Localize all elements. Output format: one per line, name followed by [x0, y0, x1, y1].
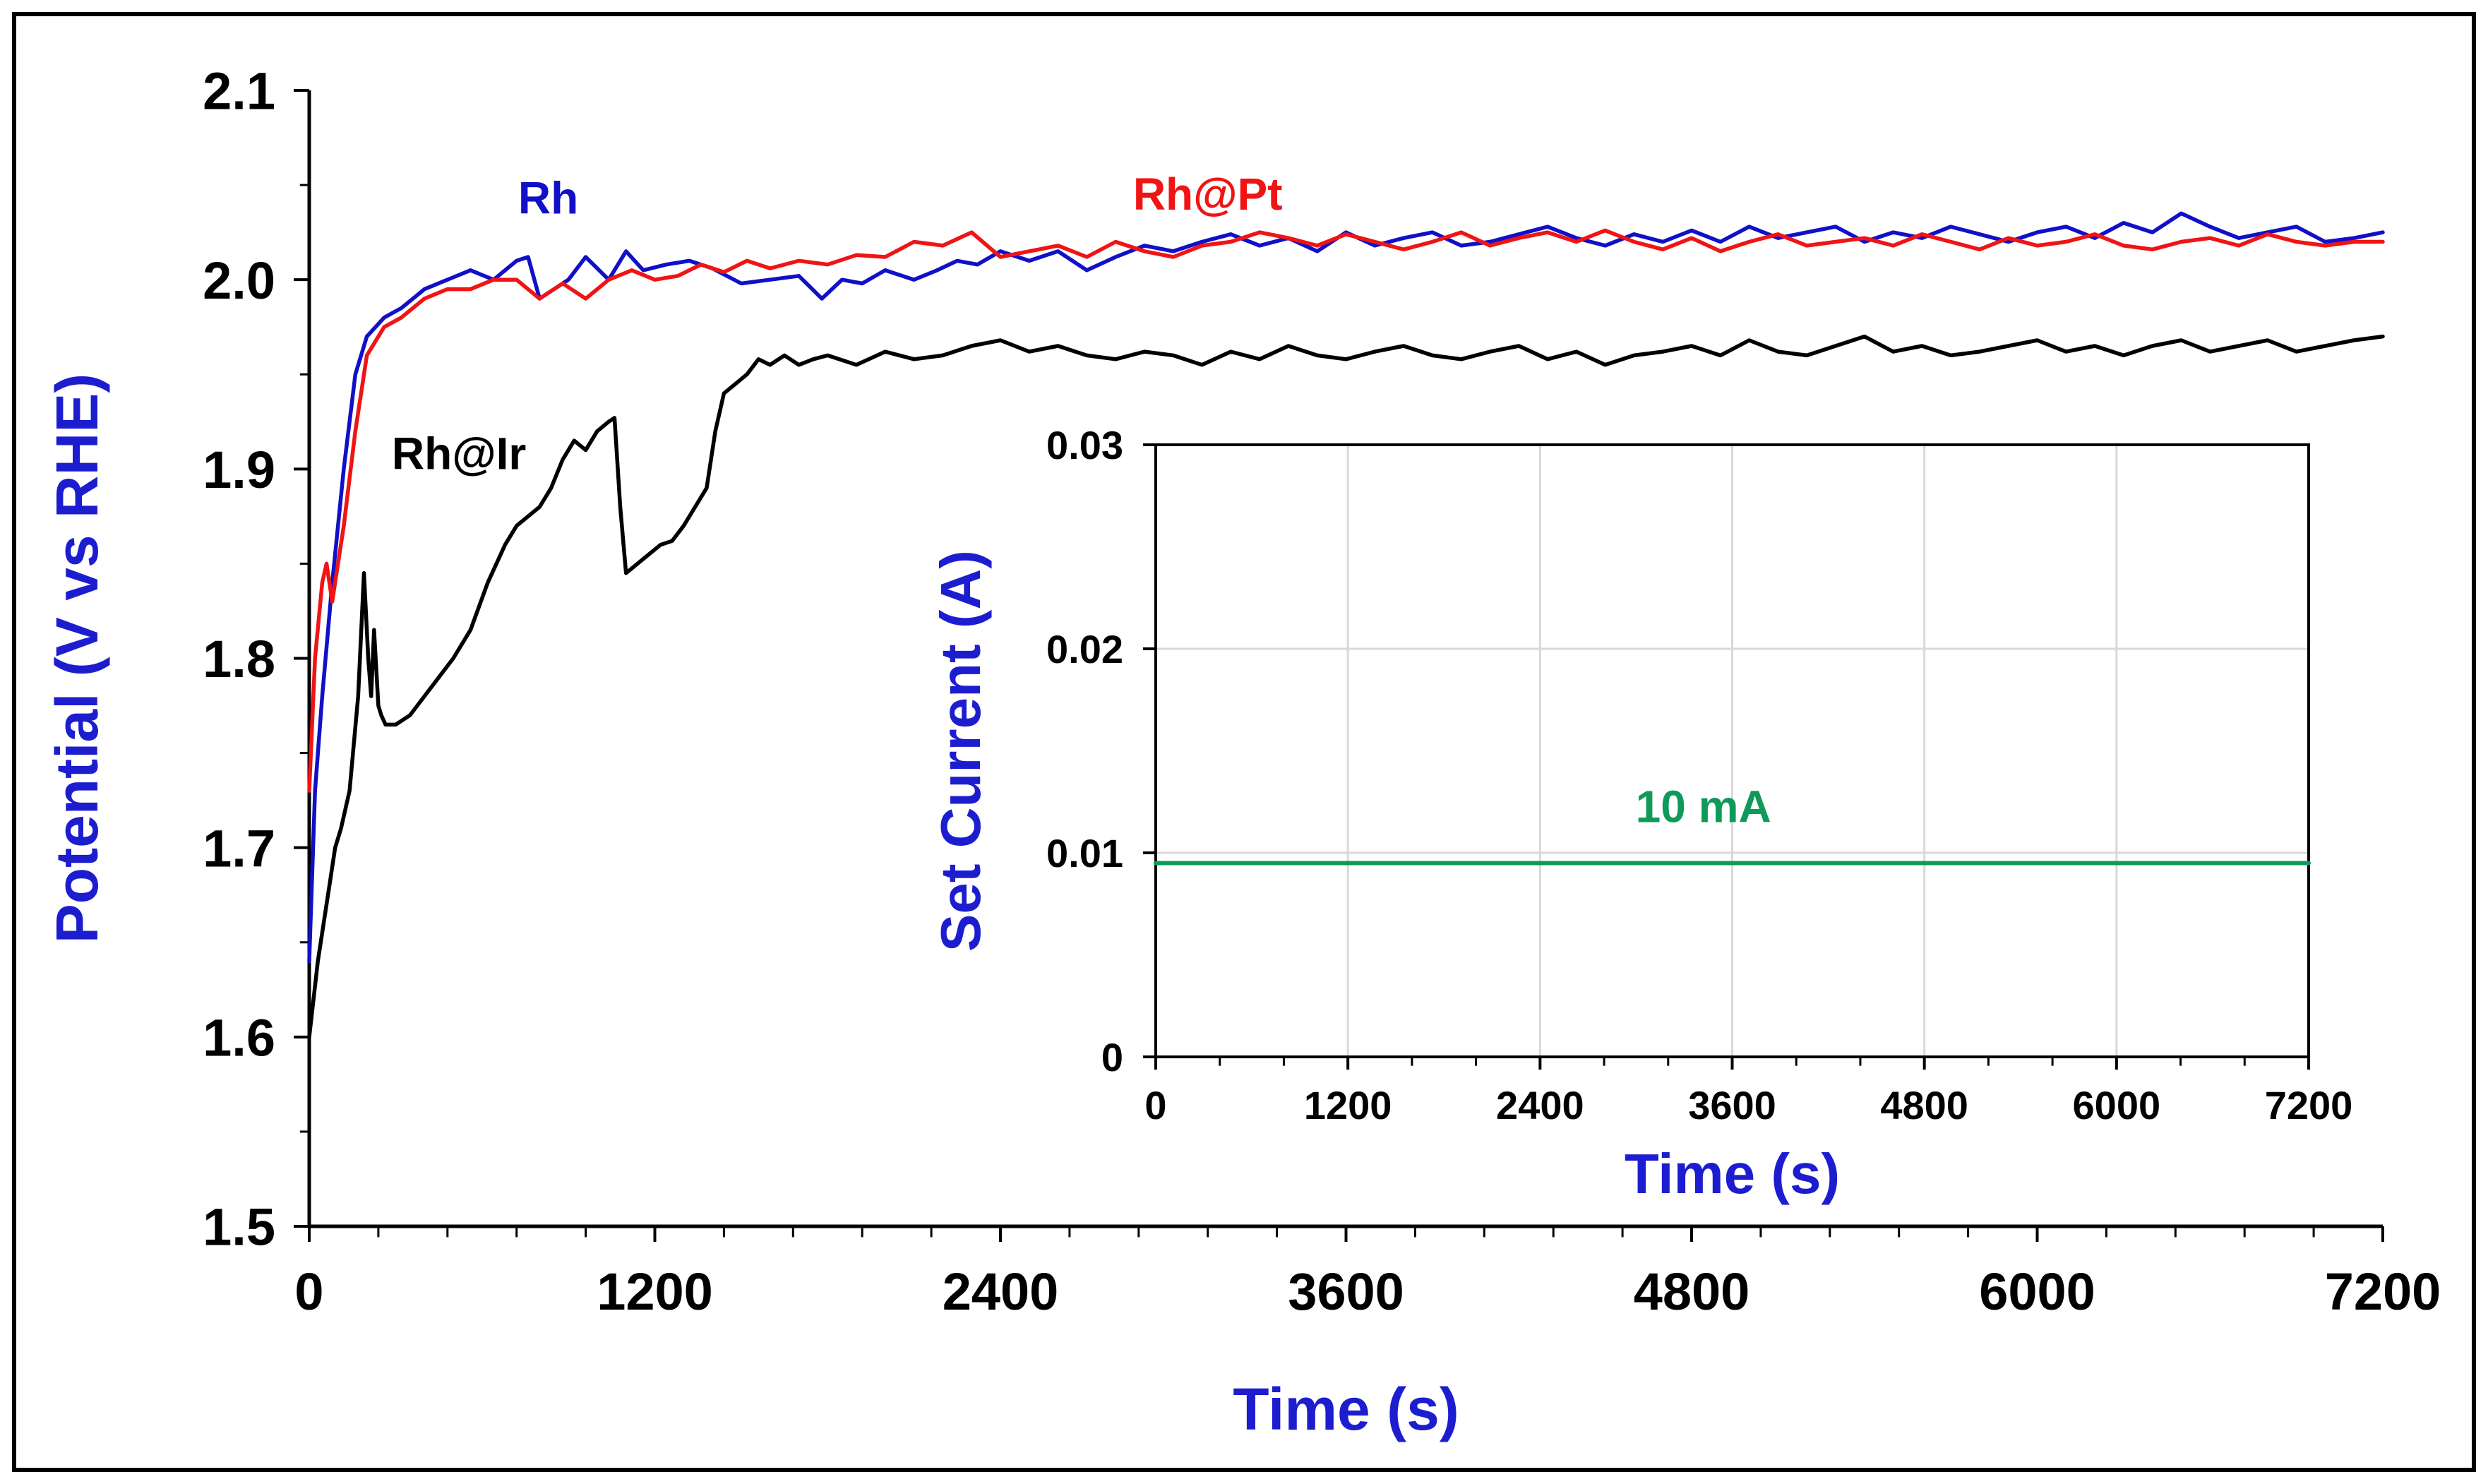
x-tick-label: 3600: [1288, 1262, 1404, 1321]
inset-chart: 0 0.01 0.02 0.03 0 1200 2400 3600 4800 6000 7200 Ti…: [929, 423, 2352, 1205]
y-tick-label: 1.9: [203, 441, 275, 499]
x-axis-title: Time (s): [1625, 1142, 1840, 1205]
y-tick-label: 1.7: [203, 819, 275, 878]
y-tick-label: 0: [1101, 1035, 1123, 1079]
x-tick-label: 7200: [2265, 1083, 2353, 1127]
x-tick-label: 7200: [2325, 1262, 2441, 1321]
main-chart: 1.5 1.6 1.7 1.8 1.9 2.0 2.1 0 1200 2400 3600 4800 60…: [44, 62, 2441, 1442]
y-tick-label: 2.1: [203, 62, 275, 121]
series-label: Rh@Pt: [1133, 169, 1283, 220]
y-tick-label: 1.8: [203, 630, 275, 688]
series-line-rh-ir: [307, 334, 2385, 1039]
x-tick-label: 6000: [1979, 1262, 2095, 1321]
y-axis-title: Potential (V vs RHE): [44, 373, 110, 943]
series-label: Rh: [518, 172, 578, 223]
x-axis-title: Time (s): [1233, 1376, 1459, 1442]
y-axis-title: Set Current (A): [929, 550, 992, 952]
current-annotation: 10 mA: [1636, 782, 1771, 832]
y-tick-label: 1.5: [203, 1198, 275, 1257]
x-tick-label: 1200: [597, 1262, 713, 1321]
series-line-rh: [307, 211, 2385, 964]
x-tick-label: 0: [1144, 1083, 1166, 1127]
y-tick-label: 2.0: [203, 251, 275, 310]
x-tick-label: 4800: [1880, 1083, 1968, 1127]
x-tick-label: 1200: [1304, 1083, 1392, 1127]
x-tick-label: 3600: [1688, 1083, 1776, 1127]
y-tick-label: 1.6: [203, 1008, 275, 1067]
series-label: Rh@Ir: [392, 428, 526, 479]
x-tick-label: 4800: [1634, 1262, 1750, 1321]
x-tick-label: 2400: [943, 1262, 1059, 1321]
x-tick-label: 0: [294, 1262, 323, 1321]
series-line-rh-pt: [307, 228, 2385, 793]
figure-border: [12, 12, 2476, 1472]
y-tick-label: 0.03: [1046, 423, 1123, 467]
x-tick-label: 6000: [2073, 1083, 2161, 1127]
x-tick-label: 2400: [1496, 1083, 1584, 1127]
y-tick-label: 0.02: [1046, 627, 1123, 671]
y-tick-label: 0.01: [1046, 831, 1123, 875]
